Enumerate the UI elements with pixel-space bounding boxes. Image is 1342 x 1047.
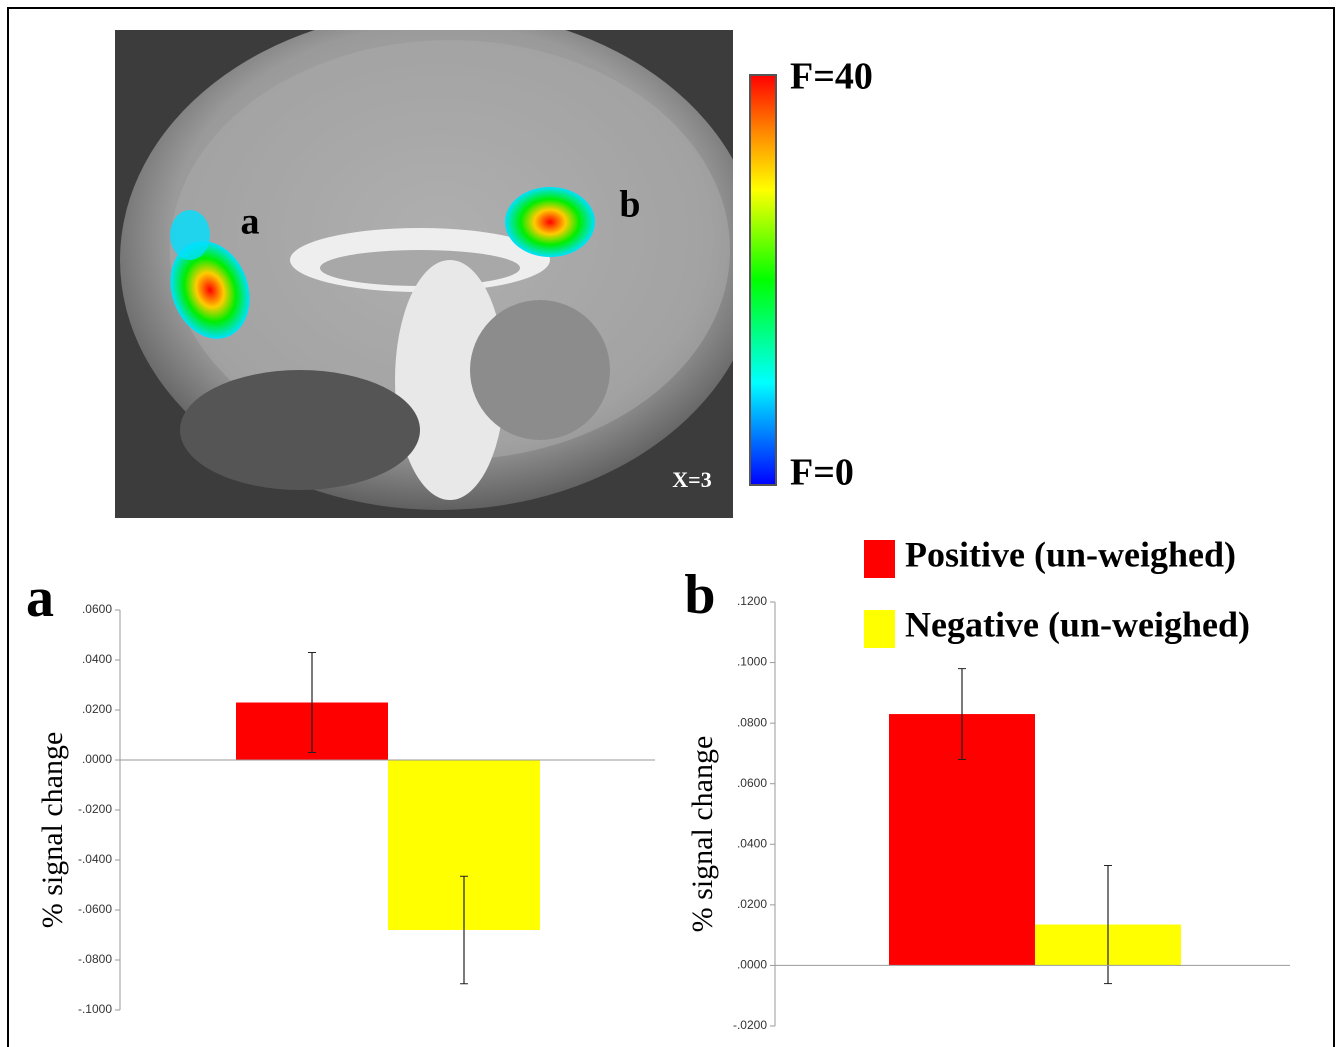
region-label: a xyxy=(241,201,260,243)
figure: a b X=3 F=40 F=0 .0600 .0400 .0200 .0000 -.0… xyxy=(0,0,1342,1047)
colorbar-min: F=0 xyxy=(790,452,854,494)
y-axis-label: % signal change xyxy=(36,732,69,929)
y-tick-label: -.0800 xyxy=(78,952,112,966)
region-label: b xyxy=(619,184,640,226)
y-tick-label: .1000 xyxy=(737,655,767,669)
y-tick-label: .0000 xyxy=(737,958,767,972)
y-tick-label: -.0200 xyxy=(78,802,112,816)
y-tick-label: -.0400 xyxy=(78,852,112,866)
y-tick-label: .0800 xyxy=(737,715,767,729)
y-tick-label: .0200 xyxy=(82,702,112,716)
y-tick-label: -.1000 xyxy=(78,1002,112,1016)
y-tick-label: .0400 xyxy=(737,836,767,850)
y-tick-label: .1200 xyxy=(737,594,767,608)
colorbar-max: F=40 xyxy=(790,56,873,98)
panel-letter: b xyxy=(684,564,715,626)
y-axis-label: % signal change xyxy=(686,736,719,933)
colorbar xyxy=(750,75,776,485)
legend-swatch xyxy=(864,540,895,578)
slice-label: X=3 xyxy=(672,467,711,492)
y-tick-label: -.0200 xyxy=(733,1018,767,1032)
y-tick-label: .0200 xyxy=(737,897,767,911)
y-tick-label: .0600 xyxy=(82,602,112,616)
brain-image xyxy=(115,10,760,518)
legend-label: Negative (un-weighed) xyxy=(905,604,1250,644)
legend-swatch xyxy=(864,610,895,648)
y-tick-label: .0000 xyxy=(82,752,112,766)
y-tick-label: -.0600 xyxy=(78,902,112,916)
legend-label: Positive (un-weighed) xyxy=(905,534,1236,574)
panel-letter: a xyxy=(26,567,54,629)
y-tick-label: .0600 xyxy=(737,776,767,790)
y-tick-label: .0400 xyxy=(82,652,112,666)
